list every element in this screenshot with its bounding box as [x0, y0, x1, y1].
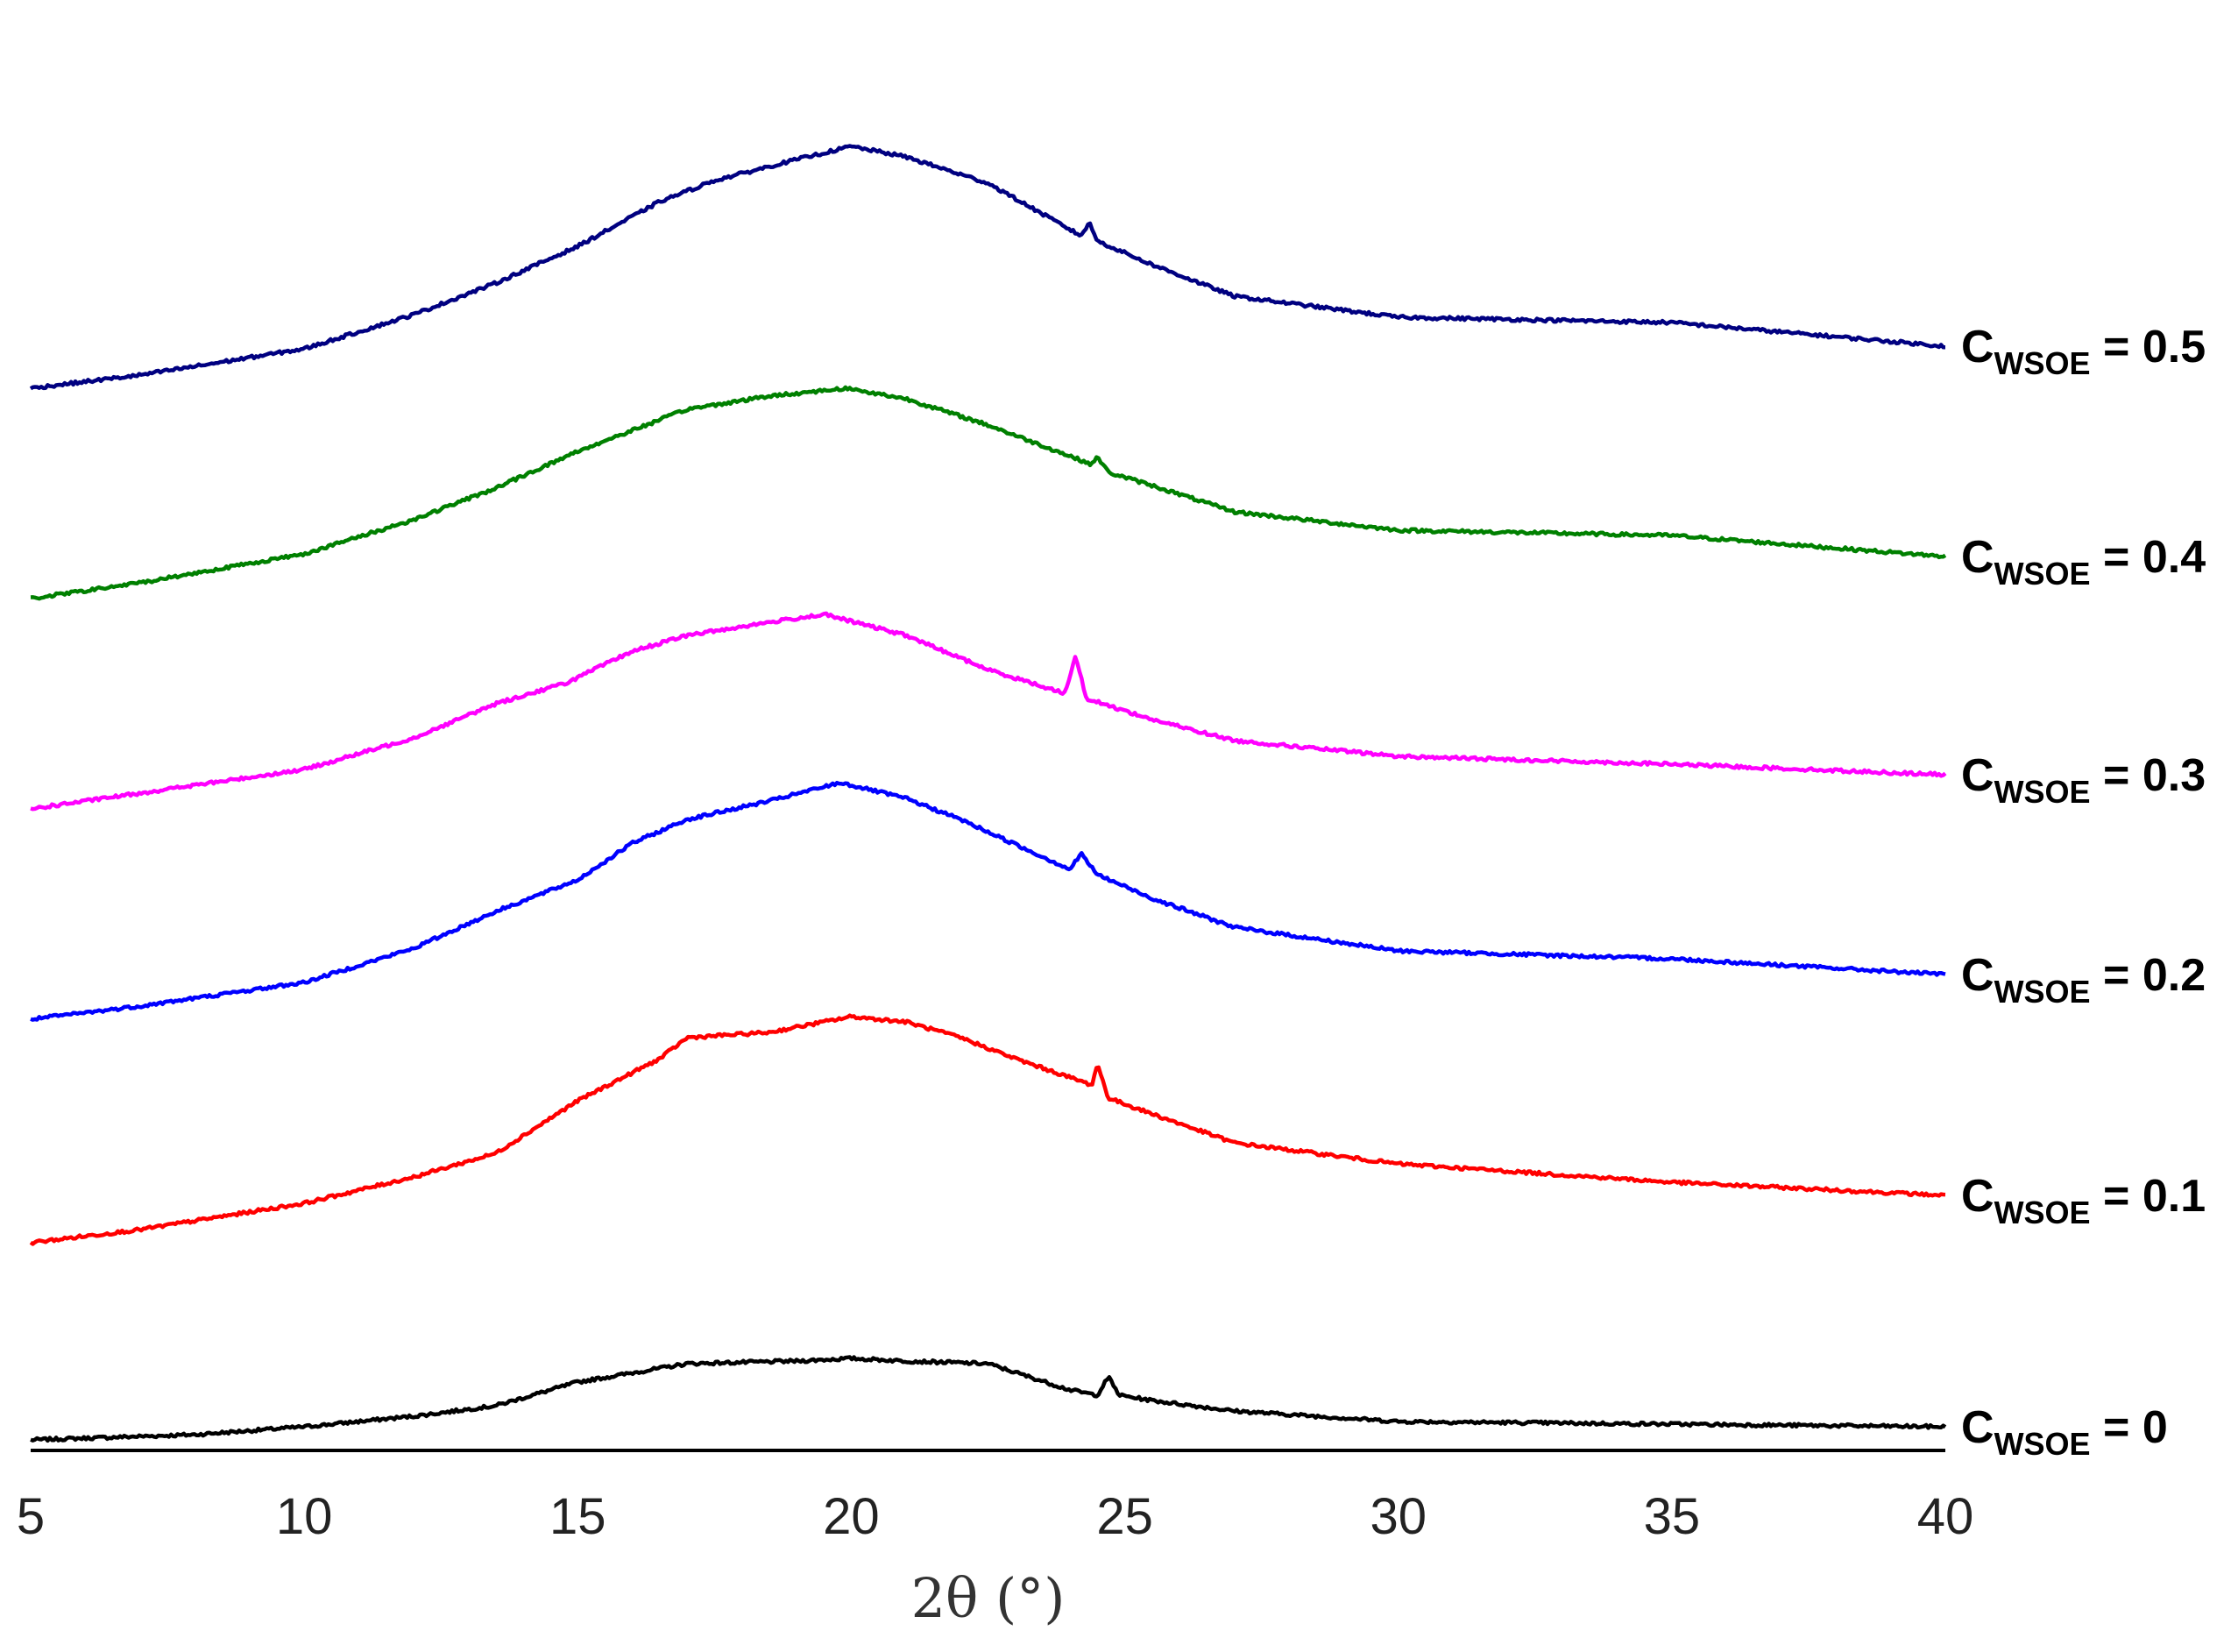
series-line [30, 385, 1947, 601]
x-tick-label: 20 [823, 1488, 880, 1545]
x-tick-label: 15 [549, 1488, 606, 1545]
x-tick-label: 35 [1644, 1488, 1701, 1545]
x-axis-title: 2θ (°) [911, 1566, 1066, 1630]
series-layer: CWSOE = 0 CWSOE = 0.1 CWSOE = 0.2 CWSOE = 0… [29, 144, 2206, 1462]
series-line [30, 1355, 1947, 1443]
series-label: CWSOE = 0.5 [1961, 322, 2206, 381]
series-label: CWSOE = 0.3 [1961, 750, 2206, 810]
series-label: CWSOE = 0.1 [1961, 1171, 2206, 1230]
x-tick-label: 40 [1917, 1488, 1974, 1545]
series-line [30, 780, 1946, 1022]
x-tick-label: 25 [1096, 1488, 1153, 1545]
series-label: CWSOE = 0.4 [1961, 532, 2206, 592]
series-label: CWSOE = 0 [1961, 1402, 2168, 1462]
series-line [29, 1013, 1946, 1246]
x-tick-label: 30 [1370, 1488, 1427, 1545]
series-label: CWSOE = 0.2 [1961, 950, 2206, 1010]
series-line [30, 611, 1947, 812]
x-tick-label: 10 [276, 1488, 333, 1545]
x-ticks: 5 10 15 20 25 30 35 40 [17, 1488, 1973, 1545]
series-line [29, 144, 1945, 391]
x-tick-label: 5 [17, 1488, 45, 1545]
